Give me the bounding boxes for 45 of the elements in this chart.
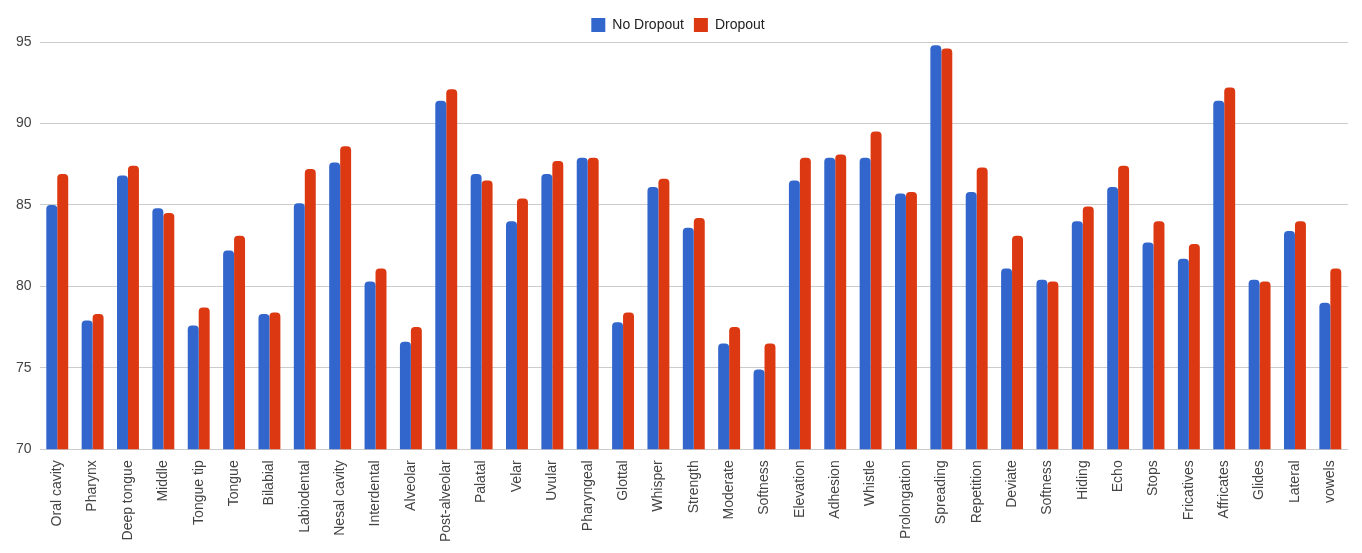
x-tick-label: Whistle	[861, 460, 878, 507]
x-tick-label: Softness	[1038, 460, 1055, 515]
x-tick-label: Lateral	[1285, 460, 1302, 504]
x-tick-label: Interdental	[366, 460, 383, 527]
x-tick-label: Strength	[684, 460, 701, 514]
x-tick-label: Prolongation	[896, 460, 913, 539]
x-tick-label: Oral cavity	[48, 460, 65, 527]
x-tick-label: Pharyngeal	[578, 460, 595, 532]
x-tick-label: Fricatives	[1179, 460, 1196, 521]
x-tick-label: Velar	[507, 459, 524, 493]
y-tick-label: 75	[15, 358, 32, 375]
x-tick-label: Stops	[1144, 460, 1161, 497]
x-tick-label: Tongue	[224, 460, 241, 507]
x-tick-label: Repetition	[967, 460, 984, 524]
x-tick-label: Post-alveolar	[437, 459, 454, 542]
y-tick-label: 95	[15, 32, 32, 49]
x-tick-label: Affricates	[1215, 460, 1232, 519]
x-tick-label: Softness	[755, 460, 772, 515]
legend-label: Dropout	[714, 15, 765, 32]
x-tick-label: Moderate	[720, 460, 737, 520]
x-tick-label: Uvular	[543, 459, 560, 501]
x-tick-label: Elevation	[790, 460, 807, 518]
y-tick-label: 90	[15, 114, 32, 131]
x-tick-label: Bilabial	[260, 460, 277, 506]
x-tick-label: Pharynx	[83, 460, 100, 512]
x-tick-label: Alveolar	[401, 459, 418, 511]
x-tick-label: Glides	[1250, 460, 1267, 500]
y-tick-label: 85	[15, 195, 32, 212]
legend-label: No Dropout	[612, 15, 684, 32]
x-tick-label: Hiding	[1073, 460, 1090, 500]
x-tick-label: Echo	[1109, 460, 1125, 493]
x-tick-label: Deviate	[1002, 460, 1019, 508]
x-tick-label: Whisper	[649, 459, 666, 512]
x-tick-label: Palatal	[472, 460, 489, 504]
x-tick-label: Nesal cavity	[331, 460, 348, 536]
x-tick-label: Labiodental	[295, 460, 312, 533]
x-tick-label: Spreading	[932, 460, 949, 525]
x-tick-label: Middle	[154, 460, 171, 502]
x-tick-label: Glottal	[613, 460, 630, 501]
x-tick-label: vowels	[1321, 460, 1338, 504]
x-tick-label: Deep tongue	[118, 460, 135, 541]
y-tick-label: 70	[15, 440, 32, 457]
x-tick-label: Tongue tip	[189, 460, 206, 525]
x-tick-label: Adhesion	[826, 460, 843, 519]
y-tick-label: 80	[15, 277, 32, 294]
